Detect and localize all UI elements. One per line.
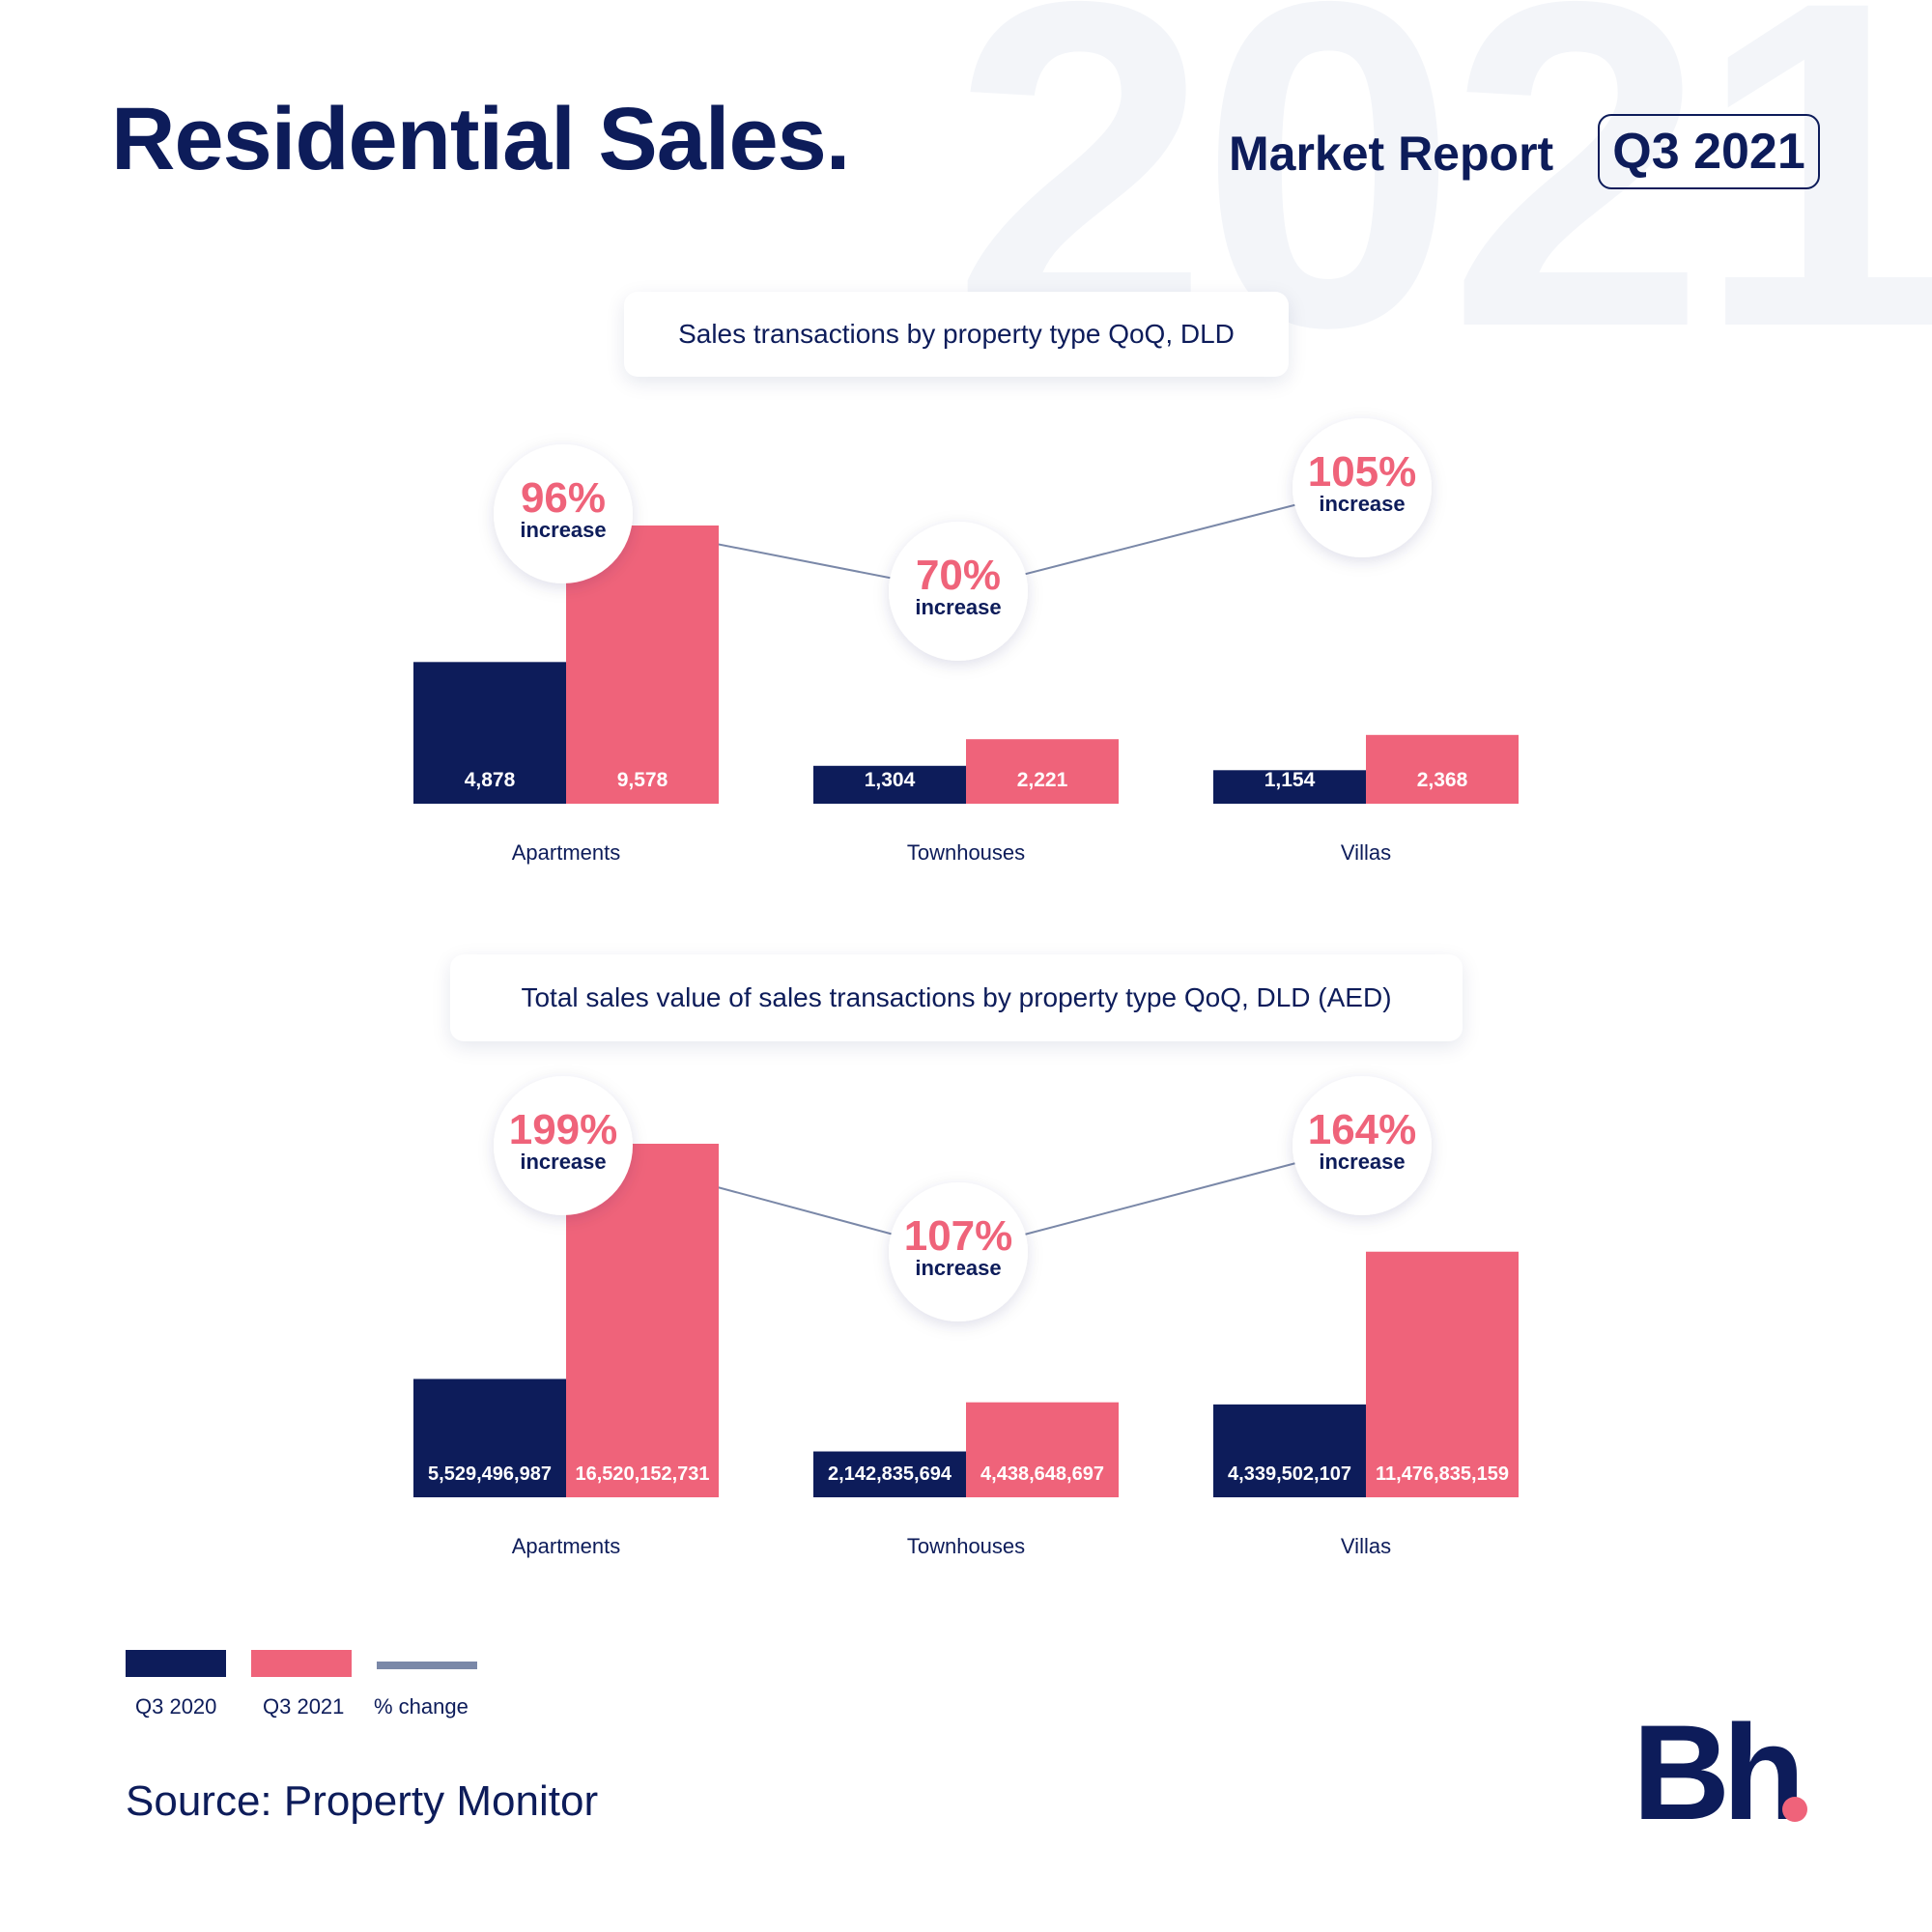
legend-label-q3-2020: Q3 2020 (135, 1694, 217, 1719)
bar-townhouses-q3-2021 (966, 1402, 1119, 1497)
change-circle (889, 522, 1028, 661)
change-percent-label: 70% (916, 552, 1001, 599)
change-circle (1293, 1076, 1432, 1215)
bar-townhouses-q3-2020 (813, 1451, 966, 1497)
change-caption: increase (915, 1256, 1001, 1280)
bar-value-label: 4,339,502,107 (1228, 1463, 1351, 1485)
change-percent-label: 199% (509, 1106, 618, 1153)
legend-swatch-q3-2021 (251, 1650, 352, 1677)
bar-value-label: 2,221 (1017, 769, 1068, 791)
bar-townhouses-q3-2020 (813, 765, 966, 804)
quarter-badge: Q3 2021 (1598, 114, 1820, 189)
chart-title-sales-value: Total sales value of sales transactions … (450, 954, 1463, 1041)
bar-value-label: 1,154 (1264, 769, 1316, 791)
report-label: Market Report (1229, 127, 1554, 181)
logo-text: Bh (1633, 1705, 1798, 1831)
bar-townhouses-q3-2021 (966, 739, 1119, 804)
change-percent-label: 107% (904, 1212, 1013, 1260)
category-label-townhouses: Townhouses (907, 1534, 1025, 1558)
bar-value-label: 9,578 (617, 769, 668, 791)
category-label-villas: Villas (1341, 840, 1391, 865)
change-caption: increase (915, 595, 1001, 619)
bar-villas-q3-2021 (1366, 734, 1519, 804)
category-label-townhouses: Townhouses (907, 840, 1025, 865)
logo-dot (1782, 1797, 1807, 1822)
sales-value-chart: 5,529,496,987 16,520,152,731 Apartments 2,1… (413, 1076, 1519, 1558)
change-caption: increase (1319, 492, 1405, 516)
change-caption: increase (520, 1150, 606, 1174)
source-note: Source: Property Monitor (126, 1777, 599, 1825)
change-caption: increase (1319, 1150, 1405, 1174)
category-label-apartments: Apartments (512, 1534, 621, 1558)
bar-apartments-q3-2020 (413, 662, 566, 804)
legend-label-change: % change (374, 1694, 469, 1719)
bar-value-label: 5,529,496,987 (428, 1463, 552, 1485)
bar-value-label: 1,304 (865, 769, 916, 791)
legend-swatch-q3-2020 (126, 1650, 226, 1677)
bar-value-label: 4,438,648,697 (980, 1463, 1104, 1485)
bar-villas-q3-2021 (1366, 1251, 1519, 1497)
change-circle (494, 1076, 633, 1215)
change-caption: increase (520, 518, 606, 542)
chart-title-transactions: Sales transactions by property type QoQ,… (624, 292, 1289, 377)
change-percent-label: 164% (1308, 1106, 1417, 1153)
bar-apartments-q3-2020 (413, 1378, 566, 1497)
change-circle (494, 444, 633, 583)
change-circle (1293, 418, 1432, 557)
bar-value-label: 2,368 (1417, 769, 1468, 791)
bar-value-label: 4,878 (465, 769, 516, 791)
category-label-apartments: Apartments (512, 840, 621, 865)
page-title: Residential Sales. (111, 90, 850, 188)
legend-swatch-change (377, 1662, 477, 1669)
bar-value-label: 16,520,152,731 (575, 1463, 709, 1485)
bar-value-label: 11,476,835,159 (1376, 1463, 1509, 1485)
bar-value-label: 2,142,835,694 (828, 1463, 952, 1485)
transactions-chart: 4,878 9,578 Apartments 1,304 2,221 Townhouses… (413, 418, 1519, 865)
category-label-villas: Villas (1341, 1534, 1391, 1558)
change-percent-label: 105% (1308, 448, 1417, 496)
legend-label-q3-2021: Q3 2021 (263, 1694, 345, 1719)
bar-villas-q3-2020 (1213, 770, 1366, 804)
change-circle (889, 1182, 1028, 1321)
change-percent-label: 96% (521, 474, 606, 522)
brand-logo: Bh (1633, 1705, 1807, 1831)
bar-villas-q3-2020 (1213, 1404, 1366, 1497)
